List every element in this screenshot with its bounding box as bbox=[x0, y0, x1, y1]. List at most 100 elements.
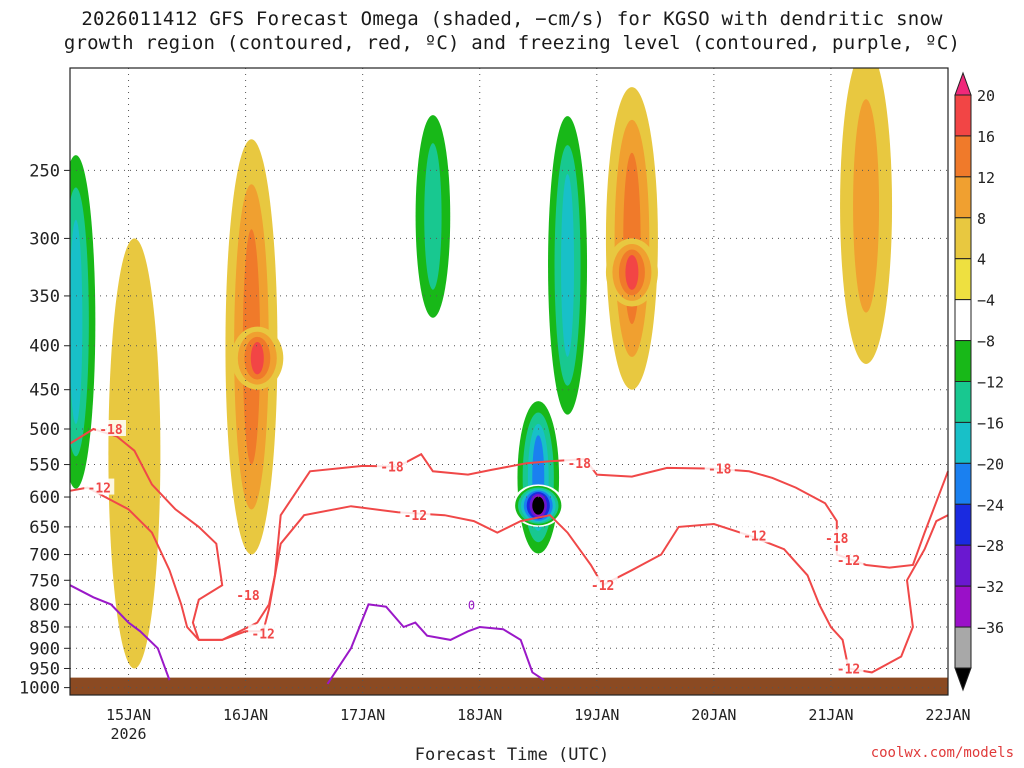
omega-cell-4-2 bbox=[424, 143, 442, 290]
colorbar-band-7 bbox=[954, 340, 972, 383]
y-tick-label-900: 900 bbox=[29, 639, 60, 659]
colorbar-max-triangle bbox=[954, 71, 972, 96]
y-tick-label-850: 850 bbox=[29, 618, 60, 638]
dgz-label--18-5: -18 bbox=[825, 532, 849, 547]
dgz-label-bg--12-5 bbox=[833, 550, 864, 567]
omega-shading bbox=[70, 68, 948, 695]
y-tick-label-350: 350 bbox=[29, 287, 60, 307]
ground-surface bbox=[70, 677, 948, 695]
dgz-label--18-1: -18 bbox=[236, 589, 260, 604]
freezing-level-label-0: 0 bbox=[468, 598, 475, 612]
omega-cell-11-1 bbox=[853, 99, 880, 313]
x-tick-sublabel-15JAN: 2026 bbox=[110, 725, 146, 743]
colorbar-band-9 bbox=[954, 421, 972, 464]
dgz-label-bg--12-6 bbox=[833, 659, 864, 676]
y-tick-label-1000: 1000 bbox=[19, 679, 60, 699]
colorbar-label-12: −32 bbox=[977, 578, 1004, 596]
y-tick-label-250: 250 bbox=[29, 161, 60, 181]
colorbar-label-6: −8 bbox=[977, 333, 995, 351]
colorbar-band-4 bbox=[954, 217, 972, 260]
dgz-label--12-1: -12 bbox=[251, 628, 274, 643]
x-tick-label-17JAN: 17JAN bbox=[340, 706, 385, 724]
dgz-label--18-2: -18 bbox=[380, 461, 404, 476]
dgz-label--12-4: -12 bbox=[743, 529, 766, 544]
colorbar-band-12 bbox=[954, 544, 972, 587]
x-tick-label-15JAN: 15JAN bbox=[106, 706, 151, 724]
colorbar-label-1: 16 bbox=[977, 128, 995, 146]
omega-cell-1-0 bbox=[108, 238, 161, 669]
plot-frame bbox=[69, 67, 949, 696]
colorbar-min-triangle bbox=[954, 667, 972, 692]
y-tick-label-550: 550 bbox=[29, 456, 60, 476]
colorbar-band-11 bbox=[954, 503, 972, 546]
omega-cell-3-3 bbox=[250, 341, 264, 375]
colorbar-label-5: −4 bbox=[977, 292, 995, 310]
omega-cell-9-3 bbox=[625, 254, 639, 290]
colorbar-band-8 bbox=[954, 381, 972, 423]
dgz-label-bg--18-1 bbox=[232, 585, 263, 602]
x-tick-label-16JAN: 16JAN bbox=[223, 706, 268, 724]
colorbar-label-3: 8 bbox=[977, 210, 986, 228]
freezing-level-contour-0b bbox=[326, 603, 545, 685]
colorbar-band-5 bbox=[954, 258, 972, 301]
omega-cell-10-0 bbox=[687, 212, 740, 444]
colorbar-label-10: −24 bbox=[977, 496, 1004, 514]
dgz-label-bg--12-2 bbox=[400, 506, 431, 523]
colorbar-band-2 bbox=[954, 135, 972, 178]
dgz-label-bg--18-2 bbox=[376, 457, 407, 474]
source-credit[interactable]: coolwx.com/models bbox=[870, 745, 1014, 761]
dgz-contour--18 bbox=[69, 427, 949, 641]
colorbar-label-11: −28 bbox=[977, 537, 1004, 555]
y-tick-label-300: 300 bbox=[29, 229, 60, 249]
x-tick-label-19JAN: 19JAN bbox=[574, 706, 619, 724]
colorbar-band-13 bbox=[954, 585, 972, 628]
dgz-label--18-0: -18 bbox=[99, 423, 123, 438]
dgz-label-bg--12-4 bbox=[739, 526, 770, 543]
y-tick-label-800: 800 bbox=[29, 595, 60, 615]
freezing-level-contour-0 bbox=[69, 584, 171, 681]
dgz-label--12-0: -12 bbox=[88, 482, 111, 497]
dgz-label-bg--18-5 bbox=[821, 529, 852, 546]
colorbar-label-2: 12 bbox=[977, 169, 995, 187]
chart-title-line-2: growth region (contoured, red, ºC) and f… bbox=[63, 32, 961, 54]
y-tick-label-450: 450 bbox=[29, 381, 60, 401]
dgz-label-bg--18-0 bbox=[95, 420, 126, 437]
colorbar-label-8: −16 bbox=[977, 414, 1004, 432]
y-tick-label-700: 700 bbox=[29, 546, 60, 566]
colorbar-band-14 bbox=[954, 626, 972, 669]
y-tick-label-400: 400 bbox=[29, 337, 60, 357]
colorbar-band-3 bbox=[954, 176, 972, 219]
omega-cell-6-8 bbox=[532, 496, 545, 515]
dgz-label--12-5: -12 bbox=[837, 554, 860, 569]
y-tick-label-950: 950 bbox=[29, 659, 60, 679]
dgz-label-bg--12-3 bbox=[587, 576, 618, 593]
dgz-label-bg--18-3 bbox=[564, 454, 595, 471]
colorbar-band-1 bbox=[954, 94, 972, 137]
omega-cell-7-3 bbox=[561, 174, 575, 357]
dgz-label--12-3: -12 bbox=[591, 579, 614, 594]
colorbar-band-10 bbox=[954, 462, 972, 505]
colorbar-band-6 bbox=[954, 299, 972, 342]
dgz-label--18-4: -18 bbox=[708, 463, 732, 478]
y-tick-label-500: 500 bbox=[29, 420, 60, 440]
y-tick-label-750: 750 bbox=[29, 571, 60, 591]
x-tick-label-18JAN: 18JAN bbox=[457, 706, 502, 724]
y-tick-label-650: 650 bbox=[29, 518, 60, 538]
dgz-label-bg--12-0 bbox=[84, 478, 115, 495]
y-tick-label-600: 600 bbox=[29, 488, 60, 508]
colorbar-label-0: 20 bbox=[977, 87, 995, 105]
x-tick-label-21JAN: 21JAN bbox=[808, 706, 853, 724]
colorbar-label-9: −20 bbox=[977, 455, 1004, 473]
dgz-label-bg--12-1 bbox=[248, 624, 279, 641]
dgz-label--18-3: -18 bbox=[567, 457, 591, 472]
x-axis-title: Forecast Time (UTC) bbox=[414, 745, 610, 765]
dgz-label--12-6: -12 bbox=[837, 662, 860, 677]
dgz-label--12-2: -12 bbox=[404, 509, 427, 524]
omega-cell-0-3 bbox=[70, 219, 83, 424]
dgz-label-bg--18-4 bbox=[704, 459, 735, 476]
plot-area bbox=[70, 68, 948, 695]
colorbar-label-7: −12 bbox=[977, 374, 1004, 392]
x-tick-label-22JAN: 22JAN bbox=[925, 706, 970, 724]
colorbar-label-4: 4 bbox=[977, 251, 986, 269]
